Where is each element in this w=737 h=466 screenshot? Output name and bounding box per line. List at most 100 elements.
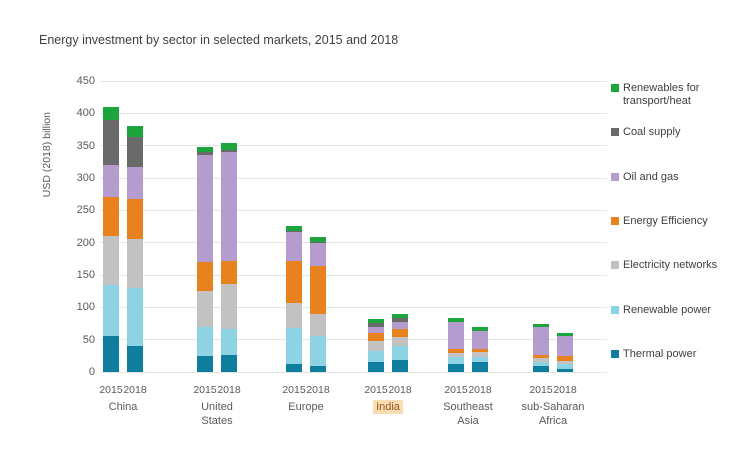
legend-label: Renewables for transport/heat [623, 82, 700, 107]
thermal-power-segment [533, 366, 549, 372]
renewables-for-transport-heat-segment [448, 317, 464, 322]
renewables-for-transport-heat-segment [310, 236, 326, 243]
thermal-power-segment [472, 362, 488, 372]
oil-and-gas-segment [557, 336, 573, 356]
energy-efficiency-segment [197, 262, 213, 292]
electricity-networks-segment [392, 337, 408, 346]
year-label: 2015 [282, 384, 306, 396]
bar-southeast-asia-2015 [448, 317, 464, 372]
oil-and-gas-segment [368, 327, 384, 333]
oil-and-gas-segment [197, 155, 213, 263]
year-label: 2015 [444, 384, 468, 396]
year-label: 2018 [468, 384, 492, 396]
renewable-power-segment [286, 328, 302, 364]
thermal-power-segment [286, 363, 302, 372]
energy-efficiency-segment [310, 265, 326, 315]
renewables-for-transport-heat-segment [221, 143, 237, 150]
legend-item-oil-and-gas: Oil and gas [611, 171, 733, 184]
year-label: 2018 [553, 384, 577, 396]
y-tick-label: 450 [76, 75, 95, 87]
coal-supply-swatch-icon [611, 128, 619, 137]
legend-item-electricity-networks: Electricity networks [611, 259, 733, 272]
legend-label: Electricity networks [623, 259, 718, 272]
coal-supply-segment [448, 321, 464, 323]
renewable-power-segment [103, 284, 119, 337]
y-tick-label: 150 [76, 269, 95, 281]
thermal-power-segment [448, 363, 464, 372]
renewable-power-segment [368, 350, 384, 363]
coal-supply-segment [127, 137, 143, 168]
electricity-networks-segment [197, 291, 213, 327]
electricity-networks-segment [448, 353, 464, 358]
renewables-for-transport-heat-swatch-icon [611, 84, 619, 92]
gridline [100, 112, 607, 114]
energy-efficiency-segment [127, 199, 143, 240]
oil-and-gas-segment [392, 322, 408, 329]
electricity-networks-segment [127, 239, 143, 288]
oil-and-gas-segment [286, 232, 302, 262]
energy-efficiency-segment [533, 355, 549, 359]
renewable-power-segment [197, 326, 213, 356]
group-label-china: China [108, 401, 138, 413]
bar-sub-saharan-africa-2018 [557, 332, 573, 372]
electricity-networks-swatch-icon [611, 261, 619, 270]
thermal-power-segment [221, 355, 237, 372]
energy-efficiency-segment [448, 349, 464, 354]
coal-supply-segment [392, 317, 408, 323]
year-label: 2018 [306, 384, 330, 396]
renewable-power-segment [448, 357, 464, 364]
electricity-networks-segment [286, 302, 302, 329]
legend-item-renewables-for-transport-heat: Renewables for transport/heat [611, 82, 733, 107]
oil-and-gas-segment [221, 151, 237, 262]
energy-efficiency-swatch-icon [611, 216, 619, 225]
thermal-power-segment [127, 346, 143, 372]
year-label: 2018 [388, 384, 412, 396]
energy-efficiency-segment [392, 328, 408, 338]
gridline [100, 80, 607, 82]
coal-supply-segment [197, 152, 213, 156]
year-label: 2015 [364, 384, 388, 396]
gridline [100, 209, 607, 211]
renewables-for-transport-heat-segment [197, 147, 213, 153]
bar-southeast-asia-2018 [472, 326, 488, 372]
renewables-for-transport-heat-segment [557, 332, 573, 337]
year-label: 2015 [99, 384, 123, 396]
coal-supply-segment [310, 242, 326, 244]
legend-item-renewable-power: Renewable power [611, 304, 733, 317]
renewables-for-transport-heat-segment [533, 323, 549, 328]
y-axis-title: USD (2018) billion [41, 112, 53, 198]
electricity-networks-segment [557, 361, 573, 365]
group-label-sub-saharan-africa: sub-Saharan Africa [521, 401, 585, 427]
y-tick-label: 50 [82, 333, 95, 346]
group-label-highlight: India [373, 400, 403, 414]
group-label-europe: Europe [288, 401, 324, 413]
oil-and-gas-swatch-icon [611, 172, 619, 181]
bar-sub-saharan-africa-2015 [533, 323, 549, 372]
energy-efficiency-segment [286, 261, 302, 303]
renewables-for-transport-heat-segment [103, 106, 119, 120]
renewable-power-swatch-icon [611, 305, 619, 314]
bar-india-2018 [392, 313, 408, 372]
bar-united-states-2015 [197, 147, 213, 372]
energy-efficiency-segment [557, 355, 573, 362]
y-tick-label: 300 [76, 172, 95, 184]
gridline [100, 274, 607, 276]
bar-europe-2015 [286, 225, 302, 372]
bar-europe-2018 [310, 236, 326, 372]
oil-and-gas-segment [310, 243, 326, 266]
legend-label: Oil and gas [623, 170, 679, 183]
legend-label: Thermal power [623, 347, 697, 360]
gridline [100, 242, 607, 244]
group-label-india: India [356, 400, 420, 414]
gridline [100, 177, 607, 179]
oil-and-gas-segment [103, 165, 119, 198]
year-label: 2018 [217, 384, 241, 396]
gridline [100, 145, 607, 147]
group-label-southeast-asia: Southeast Asia [443, 401, 493, 427]
energy-efficiency-segment [368, 332, 384, 341]
legend-item-energy-efficiency: Energy Efficiency [611, 215, 733, 228]
renewable-power-segment [533, 361, 549, 367]
coal-supply-segment [368, 322, 384, 328]
oil-and-gas-segment [448, 322, 464, 350]
